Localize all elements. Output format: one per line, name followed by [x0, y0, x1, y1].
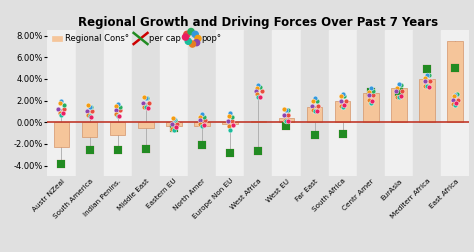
Bar: [188, 30, 216, 176]
Bar: [419, 79, 435, 122]
Bar: [251, 121, 266, 122]
Bar: [447, 41, 463, 122]
Bar: [138, 122, 154, 128]
Bar: [244, 30, 273, 176]
Legend: Regional Cons°, per cap, pop°: Regional Cons°, per cap, pop°: [52, 35, 221, 43]
Bar: [75, 30, 104, 176]
Bar: [385, 30, 413, 176]
Bar: [441, 30, 469, 176]
Bar: [273, 30, 301, 176]
Bar: [222, 122, 238, 124]
Bar: [104, 30, 132, 176]
Bar: [335, 101, 350, 122]
Bar: [194, 122, 210, 125]
Title: Regional Growth and Driving Forces Over Past 7 Years: Regional Growth and Driving Forces Over …: [78, 16, 438, 29]
Bar: [357, 30, 385, 176]
Bar: [279, 118, 294, 122]
Bar: [166, 122, 182, 125]
Bar: [82, 122, 97, 137]
Bar: [216, 30, 244, 176]
Bar: [47, 30, 75, 176]
Bar: [391, 88, 407, 122]
Bar: [413, 30, 441, 176]
Bar: [328, 30, 357, 176]
Bar: [363, 93, 379, 122]
Bar: [110, 122, 126, 135]
Bar: [54, 122, 69, 147]
Bar: [301, 30, 328, 176]
Bar: [132, 30, 160, 176]
Bar: [160, 30, 188, 176]
Bar: [307, 107, 322, 122]
